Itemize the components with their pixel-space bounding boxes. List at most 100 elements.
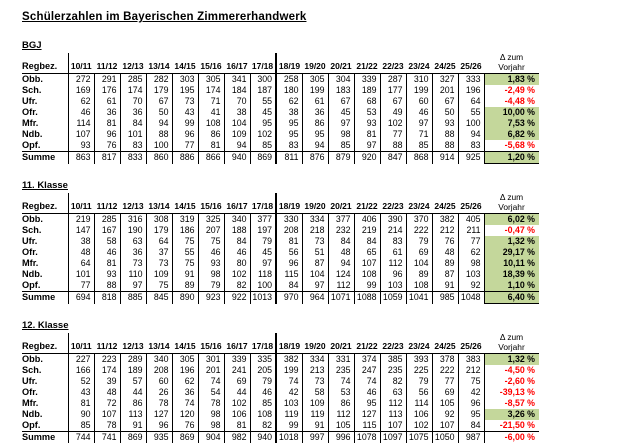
value-cell: 110 [120, 269, 146, 280]
column-header-year: 10/11 [68, 53, 94, 74]
value-cell: 91 [302, 420, 328, 432]
value-cell: 98 [328, 129, 354, 140]
value-cell: 99 [172, 118, 198, 129]
value-cell: 86 [328, 398, 354, 409]
value-cell: 64 [146, 236, 172, 247]
value-cell: 741 [94, 432, 120, 443]
delta-cell: 29,17 % [484, 247, 539, 258]
value-cell: 75 [458, 376, 484, 387]
value-cell: 879 [328, 152, 354, 164]
value-cell: 72 [94, 398, 120, 409]
value-cell: 327 [432, 74, 458, 86]
value-cell: 53 [328, 387, 354, 398]
value-cell: 65 [354, 247, 380, 258]
value-cell: 904 [198, 432, 224, 443]
delta-cell: 10,11 % [484, 258, 539, 269]
value-cell: 77 [68, 280, 94, 292]
column-header-year: 21/22 [354, 193, 380, 214]
row-label: Ufr. [22, 236, 68, 247]
value-cell: 177 [380, 85, 406, 96]
value-cell: 55 [172, 247, 198, 258]
value-cell: 48 [68, 247, 94, 258]
value-cell: 36 [120, 107, 146, 118]
value-cell: 95 [250, 118, 276, 129]
value-cell: 97 [354, 140, 380, 152]
value-cell: 60 [406, 96, 432, 107]
row-label: Summe [22, 292, 68, 304]
value-cell: 36 [172, 387, 198, 398]
value-cell: 61 [302, 96, 328, 107]
column-header-year: 25/26 [458, 53, 484, 74]
value-cell: 201 [198, 365, 224, 376]
value-cell: 199 [302, 85, 328, 96]
value-cell: 91 [172, 269, 198, 280]
column-header-year: 12/13 [120, 333, 146, 354]
value-cell: 69 [406, 247, 432, 258]
value-cell: 890 [172, 292, 198, 304]
value-cell: 316 [120, 214, 146, 226]
column-header-year: 17/18 [250, 193, 276, 214]
column-header-year: 23/24 [406, 193, 432, 214]
delta-cell: 10,00 % [484, 107, 539, 118]
value-cell: 970 [276, 292, 302, 304]
value-cell: 109 [146, 269, 172, 280]
value-cell: 101 [68, 269, 94, 280]
value-cell: 876 [302, 152, 328, 164]
value-cell: 98 [198, 269, 224, 280]
value-cell: 62 [68, 96, 94, 107]
value-cell: 94 [458, 129, 484, 140]
value-cell: 94 [224, 140, 250, 152]
value-cell: 104 [302, 269, 328, 280]
column-header-year: 16/17 [224, 53, 250, 74]
value-cell: 85 [328, 140, 354, 152]
row-label: Mfr. [22, 398, 68, 409]
value-cell: 46 [94, 247, 120, 258]
value-cell: 41 [198, 107, 224, 118]
value-cell: 81 [94, 258, 120, 269]
value-cell: 964 [302, 292, 328, 304]
value-cell: 319 [172, 214, 198, 226]
column-header-year: 14/15 [172, 53, 198, 74]
value-cell: 73 [302, 236, 328, 247]
value-cell: 99 [276, 420, 302, 432]
value-cell: 187 [250, 85, 276, 96]
value-cell: 101 [120, 129, 146, 140]
value-cell: 93 [198, 258, 224, 269]
value-cell: 76 [172, 420, 198, 432]
value-cell: 305 [172, 354, 198, 366]
value-cell: 85 [250, 140, 276, 152]
value-cell: 100 [146, 140, 172, 152]
value-cell: 289 [120, 354, 146, 366]
value-cell: 63 [120, 236, 146, 247]
section-label-bgj: BGJ [22, 40, 42, 51]
row-label: Ndb. [22, 129, 68, 140]
value-cell: 866 [198, 152, 224, 164]
column-header-year: 23/24 [406, 333, 432, 354]
value-cell: 285 [120, 74, 146, 86]
column-header-year: 12/13 [120, 53, 146, 74]
value-cell: 50 [146, 107, 172, 118]
value-cell: 232 [328, 225, 354, 236]
value-cell: 81 [276, 236, 302, 247]
value-cell: 179 [146, 225, 172, 236]
value-cell: 109 [224, 129, 250, 140]
value-cell: 103 [276, 398, 302, 409]
value-cell: 107 [380, 420, 406, 432]
value-cell: 115 [276, 269, 302, 280]
column-header-year: 20/21 [328, 193, 354, 214]
value-cell: 227 [68, 354, 94, 366]
value-cell: 73 [146, 258, 172, 269]
column-header-year: 24/25 [432, 193, 458, 214]
row-label: Ofr. [22, 107, 68, 118]
row-label: Ofr. [22, 387, 68, 398]
value-cell: 287 [380, 74, 406, 86]
value-cell: 74 [172, 398, 198, 409]
value-cell: 235 [328, 365, 354, 376]
value-cell: 300 [250, 74, 276, 86]
value-cell: 212 [458, 365, 484, 376]
